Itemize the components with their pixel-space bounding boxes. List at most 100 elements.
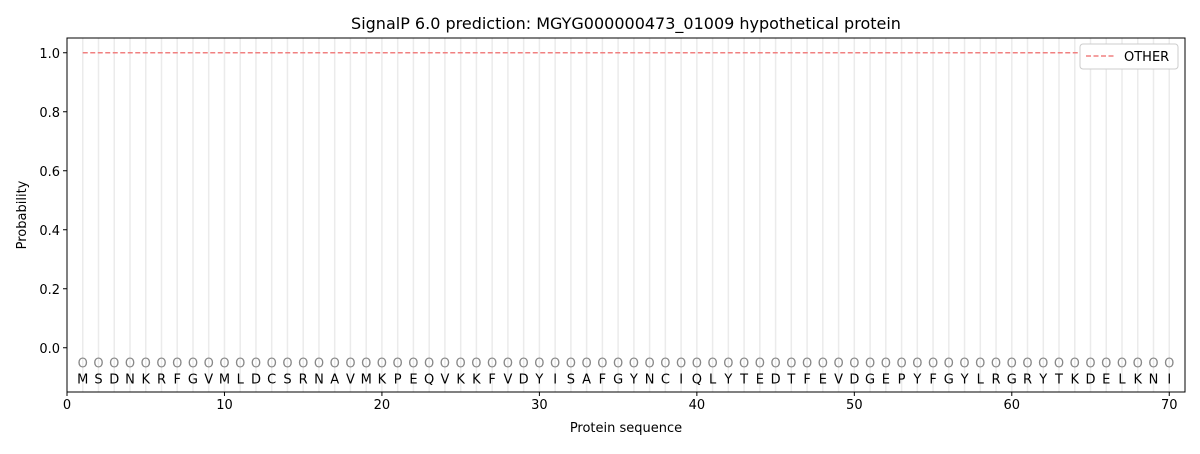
residue-letter: T — [786, 372, 795, 387]
y-axis-label: Probability — [15, 180, 30, 249]
predicted-label-marker: O — [78, 357, 88, 372]
x-tick-label: 0 — [63, 398, 71, 413]
predicted-label-marker: O — [251, 357, 261, 372]
residue-letter: A — [582, 372, 591, 387]
predicted-label-marker: O — [582, 357, 592, 372]
predicted-label-marker: O — [377, 357, 387, 372]
predicted-label-marker: O — [833, 357, 843, 372]
predicted-label-marker: O — [881, 357, 891, 372]
legend-box — [1079, 43, 1179, 70]
x-tick-label: 40 — [689, 398, 706, 413]
residue-letter: Y — [1038, 372, 1047, 387]
x-tick-label: 50 — [846, 398, 863, 413]
residue-letter: T — [739, 372, 748, 387]
residue-letter: K — [1133, 372, 1142, 387]
predicted-label-marker: O — [1022, 357, 1032, 372]
residue-letter: N — [645, 372, 655, 387]
residue-letter: F — [173, 372, 180, 387]
residue-letter: M — [361, 372, 372, 387]
residue-letter: E — [756, 372, 764, 387]
predicted-label-marker: O — [519, 357, 529, 372]
predicted-label-marker: O — [1133, 357, 1143, 372]
predicted-label-marker: O — [93, 357, 103, 372]
residue-letter: N — [125, 372, 135, 387]
predicted-label-marker: O — [1101, 357, 1111, 372]
residue-letter: V — [440, 372, 449, 387]
predicted-label-marker: O — [456, 357, 466, 372]
residue-letter: D — [849, 372, 859, 387]
predicted-label-marker: O — [440, 357, 450, 372]
residue-letter: G — [1007, 372, 1017, 387]
residue-letter: D — [519, 372, 529, 387]
residue-letter: K — [378, 372, 387, 387]
predicted-label-marker: O — [1054, 357, 1064, 372]
residue-labels: OMOSODONOKOROFOGOVOMOLODOCOSORONOAOVOMOK… — [77, 357, 1174, 388]
predicted-label-marker: O — [141, 357, 151, 372]
residue-letter: Q — [424, 372, 434, 387]
residue-letter: V — [346, 372, 355, 387]
residue-letter: K — [456, 372, 465, 387]
residue-letter: M — [219, 372, 230, 387]
residue-letter: F — [599, 372, 606, 387]
predicted-label-marker: O — [928, 357, 938, 372]
predicted-label-marker: O — [188, 357, 198, 372]
residue-letter: S — [567, 372, 575, 387]
residue-letter: V — [834, 372, 843, 387]
residue-letter: S — [94, 372, 102, 387]
residue-letter: N — [1149, 372, 1159, 387]
residue-letter: G — [613, 372, 623, 387]
predicted-label-marker: O — [267, 357, 277, 372]
predicted-label-marker: O — [424, 357, 434, 372]
plot-frame — [66, 37, 1186, 393]
residue-letter: D — [1086, 372, 1096, 387]
x-tick-label: 70 — [1161, 398, 1178, 413]
residue-letter: R — [1023, 372, 1032, 387]
predicted-label-marker: O — [597, 357, 607, 372]
x-tick-label: 10 — [216, 398, 233, 413]
predicted-label-marker: O — [408, 357, 418, 372]
predicted-label-marker: O — [692, 357, 702, 372]
y-tick-label: 0.8 — [39, 106, 60, 121]
residue-letter: F — [803, 372, 810, 387]
x-axis-label: Protein sequence — [570, 421, 682, 436]
predicted-label-marker: O — [818, 357, 828, 372]
y-tick-label: 0.0 — [39, 342, 60, 357]
predicted-label-marker: O — [723, 357, 733, 372]
residue-letter: P — [898, 372, 906, 387]
residue-letter: G — [944, 372, 954, 387]
residue-letter: Y — [960, 372, 969, 387]
residue-letter: K — [141, 372, 150, 387]
residue-letter: F — [488, 372, 495, 387]
residue-letter: L — [977, 372, 985, 387]
predicted-label-marker: O — [550, 357, 560, 372]
predicted-label-marker: O — [1085, 357, 1095, 372]
residue-letter: C — [661, 372, 670, 387]
predicted-label-marker: O — [912, 357, 922, 372]
predicted-label-marker: O — [1038, 357, 1048, 372]
predicted-label-marker: O — [1117, 357, 1127, 372]
predicted-label-marker: O — [125, 357, 135, 372]
legend: OTHER — [1079, 43, 1179, 70]
residue-letter: Y — [534, 372, 543, 387]
predicted-label-marker: O — [282, 357, 292, 372]
residue-gridlines — [81, 38, 1171, 392]
residue-letter: L — [709, 372, 717, 387]
x-tick-label: 20 — [374, 398, 391, 413]
residue-letter: T — [1054, 372, 1063, 387]
predicted-label-marker: O — [1007, 357, 1017, 372]
predicted-label-marker: O — [865, 357, 875, 372]
residue-letter: E — [409, 372, 417, 387]
legend-label-other: OTHER — [1124, 50, 1169, 65]
predicted-label-marker: O — [959, 357, 969, 372]
predicted-label-marker: O — [330, 357, 340, 372]
residue-letter: F — [929, 372, 936, 387]
y-tick-label: 1.0 — [39, 47, 60, 62]
residue-letter: K — [1071, 372, 1080, 387]
residue-letter: A — [330, 372, 339, 387]
residue-letter: E — [819, 372, 827, 387]
x-axis-ticks: 0 10 20 30 40 50 60 70 — [63, 392, 1178, 413]
y-tick-label: 0.6 — [39, 165, 60, 180]
predicted-label-marker: O — [361, 357, 371, 372]
chart-title: SignalP 6.0 prediction: MGYG000000473_01… — [351, 14, 901, 34]
residue-letter: L — [237, 372, 245, 387]
